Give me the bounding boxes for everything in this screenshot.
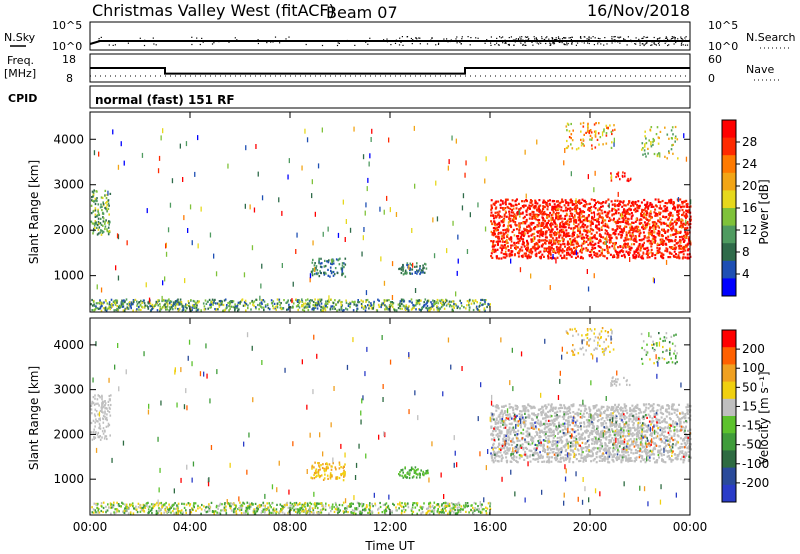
colorbar-tick: 50	[742, 380, 757, 394]
colorbar-tick: 24	[742, 157, 757, 171]
colorbar-swatch	[722, 347, 736, 365]
nsky-tick-top: 10^5	[52, 19, 82, 32]
station-title: Christmas Valley West (fitACF)	[92, 1, 335, 20]
power-ylabel: Slant Range [km]	[27, 160, 41, 264]
ytick-label: 4000	[53, 338, 84, 352]
colorbar-swatch	[722, 450, 736, 469]
nsearch-tick-top: 10^5	[708, 19, 738, 32]
date-label: 16/Nov/2018	[587, 1, 690, 20]
nsky-panel: N.Sky 10^5 10^0 10^5 10^0 N.Search	[4, 19, 796, 53]
velocity-data	[90, 327, 692, 515]
colorbar-swatch	[722, 190, 736, 209]
colorbar-swatch	[722, 330, 736, 348]
ytick-label: 3000	[53, 383, 84, 397]
colorbar-tick: -15	[742, 419, 762, 433]
ytick-label: 1000	[53, 472, 84, 486]
nsearch-label: N.Search	[746, 31, 796, 44]
colorbar-tick: -50	[742, 438, 762, 452]
nsky-tick-bottom: 10^0	[52, 40, 82, 53]
xtick-label: 12:00	[373, 520, 408, 534]
colorbar-swatch	[722, 172, 736, 191]
colorbar-swatch	[722, 364, 736, 383]
xaxis-label: Time UT	[364, 539, 415, 553]
colorbar-tick: 16	[742, 201, 757, 215]
power-data	[90, 121, 692, 312]
nave-label: Nave	[746, 63, 774, 76]
ytick-label: 2000	[53, 427, 84, 441]
cpid-label: CPID	[8, 92, 37, 105]
xtick-label: 00:00	[73, 520, 108, 534]
velocity-panel: 1000 2000 3000 4000 00:00 04:00 08:00 12:00 16:0…	[27, 317, 771, 534]
freq-tick-bottom: 8	[66, 72, 73, 85]
colorbar-tick: 4	[742, 267, 750, 281]
xtick-label: 04:00	[173, 520, 208, 534]
freq-panel: Freq. [MHz] 18 8 60 0 Nave	[4, 53, 780, 85]
freq-unit: [MHz]	[4, 67, 36, 80]
colorbar-swatch	[722, 155, 736, 174]
colorbar-tick: 200	[742, 342, 765, 356]
ytick-label: 3000	[53, 178, 84, 192]
colorbar-swatch	[722, 398, 736, 417]
cpid-panel: CPID normal (fast) 151 RF	[8, 85, 691, 109]
colorbar-tick: -100	[742, 457, 769, 471]
colorbar-tick: 20	[742, 179, 757, 193]
colorbar-swatch	[722, 137, 736, 156]
colorbar-tick: -200	[742, 476, 769, 490]
ytick-label: 1000	[53, 269, 84, 283]
colorbar-swatch	[722, 120, 736, 139]
colorbar-tick: 12	[742, 223, 757, 237]
colorbar-swatch	[722, 278, 736, 297]
ytick-label: 4000	[53, 132, 84, 146]
colorbar-swatch	[722, 381, 736, 400]
xtick-label: 08:00	[273, 520, 308, 534]
power-panel: 1000 2000 3000 4000 Slant Range [km] 28 24 20…	[27, 111, 771, 313]
colorbar-tick: 15	[742, 399, 757, 413]
nave-tick-top: 60	[708, 53, 722, 66]
nsky-label: N.Sky	[4, 31, 36, 44]
colorbar-swatch	[722, 433, 736, 451]
nsearch-tick-bottom: 10^0	[708, 40, 738, 53]
ytick-label: 2000	[53, 223, 84, 237]
colorbar-tick: 100	[742, 361, 765, 375]
colorbar-tick: 28	[742, 135, 757, 149]
colorbar-swatch	[722, 208, 736, 227]
nave-tick-bottom: 0	[708, 72, 715, 85]
colorbar-swatch	[722, 416, 736, 434]
velocity-ylabel: Slant Range [km]	[27, 366, 41, 470]
colorbar-swatch	[722, 484, 736, 503]
freq-series-line	[90, 67, 690, 75]
colorbar-swatch	[722, 225, 736, 244]
colorbar-swatch	[722, 243, 736, 262]
xtick-label: 00:00	[673, 520, 708, 534]
colorbar-swatch	[722, 260, 736, 279]
colorbar-tick: 8	[742, 245, 750, 259]
velocity-cbar-label: Velocity [m s⁻¹]	[757, 371, 771, 464]
freq-tick-top: 18	[62, 53, 76, 66]
freq-label: Freq.	[7, 54, 34, 67]
colorbar-swatch	[722, 467, 736, 486]
power-cbar-label: Power [dB]	[757, 179, 771, 244]
beam-label: Beam 07	[326, 3, 398, 22]
xtick-label: 20:00	[573, 520, 608, 534]
cpid-value: normal (fast) 151 RF	[95, 93, 235, 107]
xtick-label: 16:00	[473, 520, 508, 534]
